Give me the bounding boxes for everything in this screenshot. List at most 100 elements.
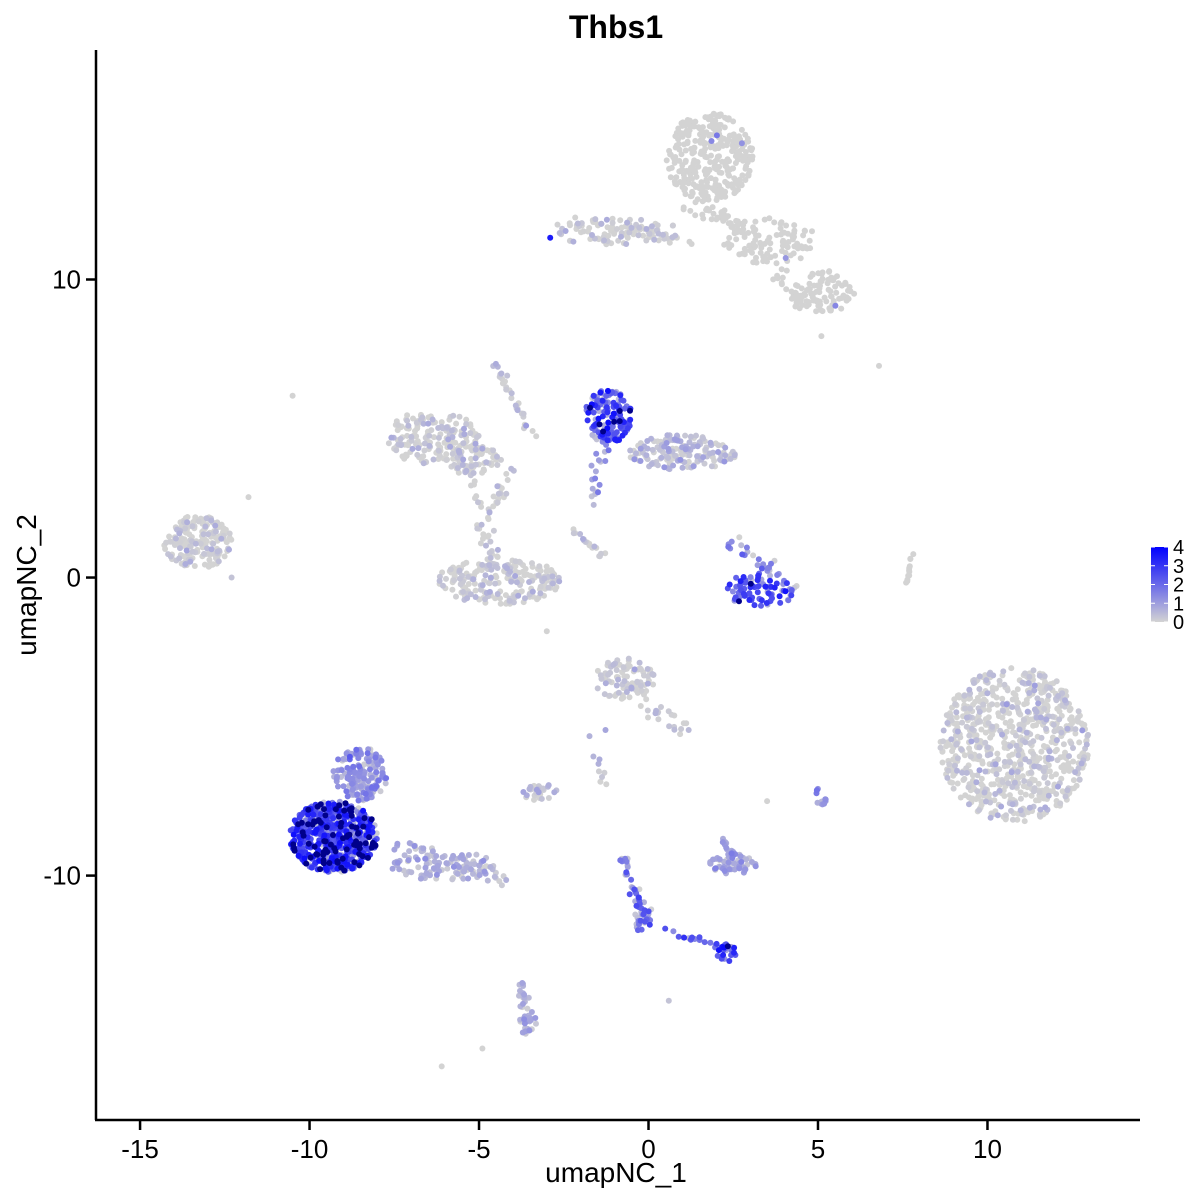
cell-point	[353, 746, 360, 753]
cell-point	[495, 490, 502, 497]
cell-point	[1037, 806, 1044, 813]
cell-point	[522, 595, 528, 602]
cell-point	[661, 464, 668, 471]
cell-point	[1042, 804, 1049, 811]
cell-point	[166, 533, 173, 540]
cell-point	[322, 838, 329, 845]
cell-point	[728, 224, 735, 230]
cell-point	[621, 678, 628, 685]
cell-point	[313, 851, 320, 858]
cell-point	[666, 239, 673, 246]
cell-point	[733, 236, 740, 243]
cell-point	[297, 840, 303, 847]
cell-point	[624, 425, 631, 432]
cell-point	[782, 588, 789, 595]
cell-point	[1072, 769, 1079, 776]
cell-point	[1076, 776, 1083, 783]
cell-point	[703, 129, 710, 136]
cell-point	[321, 832, 328, 839]
cell-point	[1050, 721, 1057, 728]
cell-point	[357, 749, 364, 756]
cell-point	[994, 701, 1001, 708]
cell-point	[365, 854, 371, 861]
cell-point	[417, 875, 424, 882]
cell-point	[362, 790, 369, 797]
cell-point	[508, 578, 515, 585]
cell-point	[838, 295, 845, 301]
cell-point	[686, 238, 693, 245]
cell-point	[700, 133, 707, 140]
cell-point	[1078, 760, 1085, 767]
cell-point	[984, 744, 991, 751]
cell-point	[334, 859, 341, 866]
cell-point	[640, 232, 647, 239]
cell-point	[774, 275, 781, 282]
cell-point	[1007, 718, 1014, 725]
cell-point	[589, 432, 596, 438]
cell-point	[996, 677, 1003, 684]
cell-point	[950, 756, 957, 763]
cell-point	[623, 858, 630, 865]
cell-point	[1038, 734, 1045, 741]
cell-point	[627, 407, 633, 414]
cell-point	[343, 846, 350, 853]
cell-point	[372, 842, 379, 849]
cell-point	[778, 266, 785, 273]
x-tick-label: 10	[973, 1134, 1002, 1164]
cell-point	[1030, 667, 1037, 674]
cell-point	[963, 765, 970, 772]
cell-point	[768, 560, 774, 567]
cell-point	[1034, 695, 1041, 702]
cell-point	[463, 559, 470, 566]
cell-point	[484, 877, 491, 884]
cell-point	[983, 677, 990, 684]
cell-point	[460, 440, 467, 447]
cell-point	[322, 812, 329, 819]
cell-point	[674, 437, 681, 444]
cell-point	[184, 519, 191, 526]
cell-point	[438, 1063, 445, 1070]
cell-point	[477, 586, 484, 593]
cell-point	[487, 554, 494, 561]
x-axis-ticks: -15 -10 -5 0 5 10	[121, 1120, 1002, 1164]
cell-point	[707, 175, 714, 182]
cell-point	[974, 788, 981, 795]
cell-point	[350, 763, 357, 770]
cell-point	[694, 453, 701, 460]
cell-point	[978, 801, 985, 808]
cell-point	[952, 701, 959, 707]
cell-point	[445, 436, 452, 443]
y-axis-ticks: -10 0 10	[43, 264, 96, 891]
cell-point	[992, 761, 999, 768]
cell-point	[355, 755, 362, 762]
cell-point	[828, 293, 834, 300]
cell-point	[409, 445, 416, 452]
cell-point	[308, 864, 315, 871]
cell-point	[794, 296, 800, 303]
cell-point	[463, 416, 470, 423]
cell-point	[842, 279, 849, 286]
cell-point	[406, 840, 413, 847]
cell-point	[726, 958, 733, 964]
cell-point	[351, 769, 358, 776]
cell-point	[989, 723, 996, 730]
cell-point	[959, 769, 966, 776]
cell-point	[395, 422, 402, 428]
cell-point	[463, 421, 470, 428]
cell-point	[1054, 757, 1061, 764]
cell-point	[792, 290, 799, 297]
cell-point	[1007, 743, 1014, 750]
cell-point	[907, 556, 914, 562]
cell-point	[450, 852, 457, 859]
cell-point	[954, 755, 961, 762]
cell-point	[453, 593, 459, 600]
cell-point	[356, 845, 363, 852]
cell-point	[985, 714, 992, 721]
cell-point	[296, 814, 303, 821]
cell-point	[327, 841, 334, 848]
cell-point	[813, 288, 820, 295]
cell-point	[710, 449, 716, 456]
cell-point	[218, 535, 225, 542]
cell-point	[699, 198, 706, 205]
cell-point	[322, 865, 329, 871]
